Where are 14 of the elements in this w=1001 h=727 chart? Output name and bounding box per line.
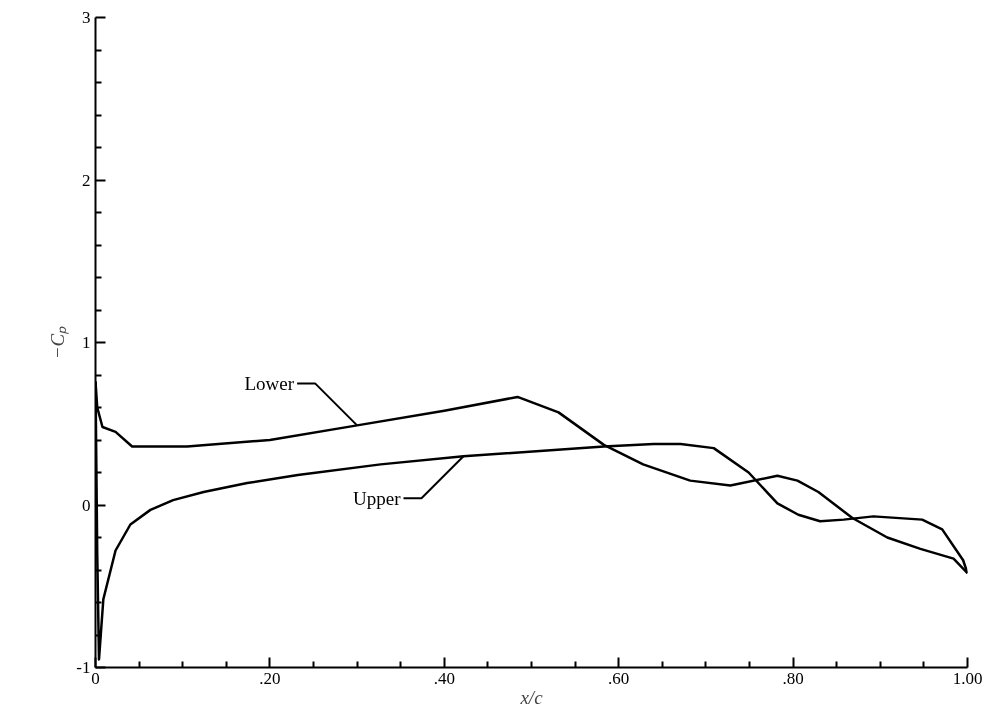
y-tick-label: -1 — [76, 658, 91, 677]
y-tick-label: 3 — [82, 8, 91, 27]
y-tick-label: 1 — [82, 333, 91, 352]
x-tick-label: .80 — [782, 668, 804, 688]
x-tick-label: 1.00 — [952, 668, 983, 688]
x-tick-label: .60 — [608, 668, 630, 688]
x-tick-label: .20 — [259, 668, 281, 688]
y-tick-label: 0 — [82, 495, 91, 515]
annotation: Upper — [353, 487, 402, 509]
y-tick-label: 2 — [82, 170, 91, 190]
x-axis-title: x/c — [519, 686, 544, 708]
annotation: Lower — [244, 372, 295, 394]
x-tick-label: .40 — [433, 668, 455, 688]
y-axis-title: −Cₚ — [47, 325, 70, 360]
